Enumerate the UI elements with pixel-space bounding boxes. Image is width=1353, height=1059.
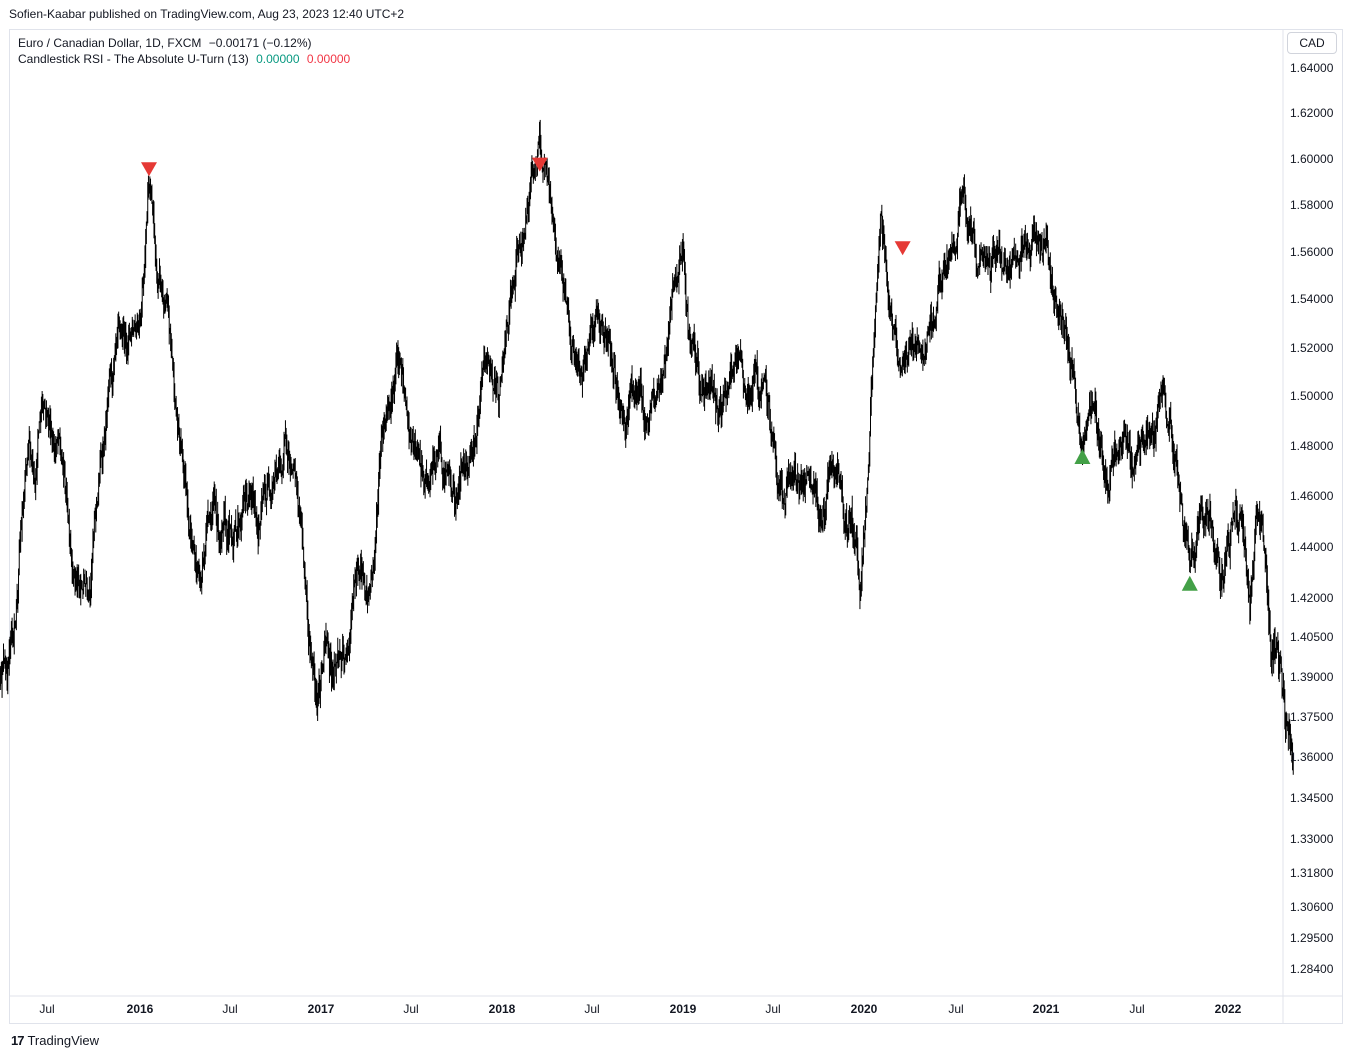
tradingview-logo-icon: 17 (11, 1033, 25, 1048)
indicator-legend[interactable]: Candlestick RSI - The Absolute U-Turn (1… (18, 52, 350, 66)
publisher-line: Sofien-Kaabar published on TradingView.c… (9, 7, 405, 21)
time-tick-label: 2017 (308, 1002, 335, 1016)
sell-signal-marker (894, 241, 911, 256)
time-tick-label: 2016 (127, 1002, 154, 1016)
signals-layer (141, 157, 1198, 591)
time-tick-label: 2021 (1033, 1002, 1060, 1016)
price-tick-label: 1.52000 (1290, 341, 1334, 355)
time-axis[interactable]: Jul 2016 Jul 2017 Jul 2018 Jul 2019 Jul 2020 Jul 20… (39, 1002, 1241, 1016)
price-tick-label: 1.39000 (1290, 670, 1334, 684)
price-tick-label: 1.34500 (1290, 791, 1334, 805)
price-change: −0.00171 (−0.12%) (208, 36, 312, 50)
time-tick-label: Jul (1129, 1002, 1144, 1016)
price-tick-label: 1.33000 (1290, 832, 1334, 846)
indicator-value-green: 0.00000 (256, 52, 300, 66)
symbol-name: Euro / Canadian Dollar, 1D, FXCM (18, 36, 202, 50)
price-tick-label: 1.40500 (1290, 630, 1334, 644)
sell-signal-marker (531, 157, 548, 172)
time-tick-label: Jul (584, 1002, 599, 1016)
time-tick-label: 2020 (851, 1002, 878, 1016)
price-tick-label: 1.44000 (1290, 540, 1334, 554)
price-tick-label: 1.31800 (1290, 866, 1334, 880)
time-tick-label: Jul (765, 1002, 780, 1016)
price-tick-label: 1.60000 (1290, 152, 1334, 166)
buy-signal-marker (1181, 575, 1198, 591)
price-tick-label: 1.28400 (1290, 962, 1334, 976)
tradingview-footer[interactable]: 17 TradingView (11, 1033, 99, 1048)
time-tick-label: Jul (403, 1002, 418, 1016)
price-tick-label: 1.36000 (1290, 750, 1334, 764)
time-tick-label: Jul (948, 1002, 963, 1016)
price-tick-label: 1.50000 (1290, 389, 1334, 403)
price-tick-label: 1.37500 (1290, 710, 1334, 724)
currency-button[interactable]: CAD (1287, 32, 1337, 54)
buy-signal-marker (1074, 449, 1091, 464)
price-tick-label: 1.42000 (1290, 591, 1334, 605)
time-tick-label: 2018 (489, 1002, 516, 1016)
price-tick-label: 1.58000 (1290, 198, 1334, 212)
time-tick-label: 2019 (670, 1002, 697, 1016)
price-tick-label: 1.56000 (1290, 245, 1334, 259)
chart-frame[interactable] (9, 29, 1343, 1024)
indicator-value-red: 0.00000 (306, 52, 351, 66)
candles-layer (0, 119, 1294, 775)
price-tick-label: 1.54000 (1290, 292, 1334, 306)
price-tick-label: 1.64000 (1290, 61, 1334, 75)
time-tick-label: Jul (222, 1002, 237, 1016)
price-tick-label: 1.30600 (1290, 900, 1334, 914)
price-axis[interactable]: 1.64000 1.62000 1.60000 1.58000 1.56000 1.540… (1290, 61, 1334, 976)
sell-signal-marker (141, 162, 157, 177)
price-tick-label: 1.48000 (1290, 439, 1334, 453)
indicator-name: Candlestick RSI - The Absolute U-Turn (1… (18, 52, 249, 66)
price-tick-label: 1.46000 (1290, 489, 1334, 503)
time-tick-label: Jul (39, 1002, 54, 1016)
tradingview-brand: TradingView (27, 1033, 100, 1048)
symbol-legend[interactable]: Euro / Canadian Dollar, 1D, FXCM −0.0017… (18, 36, 312, 50)
price-tick-label: 1.29500 (1290, 931, 1334, 945)
price-tick-label: 1.62000 (1290, 106, 1334, 120)
time-tick-label: 2022 (1215, 1002, 1242, 1016)
